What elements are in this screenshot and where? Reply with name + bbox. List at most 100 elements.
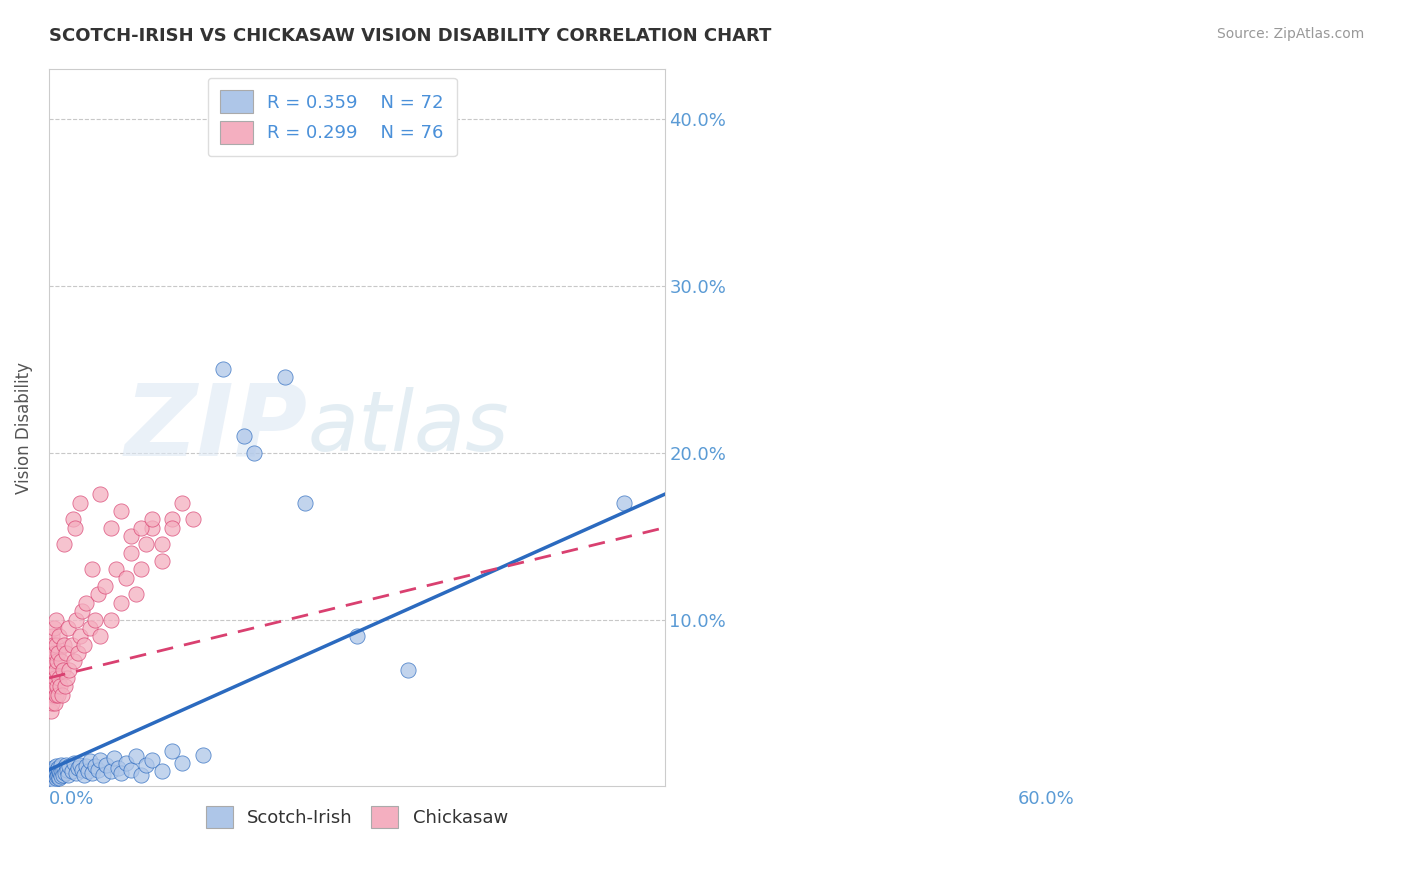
Point bbox=[212, 362, 235, 376]
Point bbox=[73, 638, 96, 652]
Point bbox=[48, 771, 70, 785]
Text: 0.0%: 0.0% bbox=[49, 790, 94, 808]
Point bbox=[41, 646, 63, 660]
Point bbox=[51, 769, 73, 783]
Point bbox=[232, 429, 254, 443]
Point bbox=[52, 663, 75, 677]
Point bbox=[135, 537, 157, 551]
Point bbox=[62, 654, 84, 668]
Point bbox=[69, 757, 91, 772]
Point bbox=[58, 621, 80, 635]
Point bbox=[120, 529, 142, 543]
Point bbox=[53, 537, 76, 551]
Point bbox=[69, 629, 91, 643]
Point bbox=[131, 768, 153, 782]
Point bbox=[100, 521, 122, 535]
Point bbox=[115, 571, 138, 585]
Point bbox=[56, 671, 79, 685]
Point bbox=[56, 763, 79, 777]
Point bbox=[75, 759, 97, 773]
Point bbox=[125, 749, 148, 764]
Point bbox=[39, 774, 62, 789]
Point bbox=[96, 757, 118, 772]
Point bbox=[53, 638, 76, 652]
Point bbox=[87, 763, 110, 777]
Point bbox=[89, 487, 111, 501]
Point bbox=[44, 696, 66, 710]
Point bbox=[41, 769, 63, 783]
Point bbox=[80, 766, 103, 780]
Point bbox=[41, 696, 63, 710]
Point bbox=[45, 759, 67, 773]
Point bbox=[45, 613, 67, 627]
Text: 60.0%: 60.0% bbox=[1018, 790, 1076, 808]
Point bbox=[42, 766, 65, 780]
Point bbox=[41, 679, 63, 693]
Point bbox=[42, 772, 65, 787]
Point bbox=[44, 764, 66, 779]
Point bbox=[60, 638, 83, 652]
Point bbox=[42, 638, 65, 652]
Point bbox=[70, 604, 93, 618]
Point bbox=[612, 495, 634, 509]
Point bbox=[51, 757, 73, 772]
Point bbox=[60, 764, 83, 779]
Point bbox=[39, 768, 62, 782]
Point bbox=[41, 629, 63, 643]
Point bbox=[104, 562, 127, 576]
Point bbox=[55, 679, 77, 693]
Point bbox=[66, 761, 89, 775]
Point bbox=[75, 596, 97, 610]
Point bbox=[62, 756, 84, 770]
Point bbox=[150, 537, 173, 551]
Point bbox=[53, 761, 76, 775]
Point bbox=[77, 764, 100, 779]
Point bbox=[39, 654, 62, 668]
Point bbox=[51, 688, 73, 702]
Point bbox=[172, 495, 194, 509]
Point bbox=[49, 766, 72, 780]
Point bbox=[42, 771, 65, 785]
Point bbox=[110, 766, 132, 780]
Point bbox=[42, 654, 65, 668]
Point bbox=[160, 512, 183, 526]
Point bbox=[52, 768, 75, 782]
Point bbox=[172, 756, 194, 770]
Point bbox=[294, 495, 316, 509]
Point bbox=[141, 512, 163, 526]
Point bbox=[42, 621, 65, 635]
Point bbox=[42, 688, 65, 702]
Point bbox=[80, 562, 103, 576]
Point bbox=[107, 761, 129, 775]
Point bbox=[150, 764, 173, 779]
Point bbox=[131, 521, 153, 535]
Point bbox=[93, 768, 115, 782]
Point bbox=[65, 766, 87, 780]
Point bbox=[41, 764, 63, 779]
Point bbox=[46, 763, 69, 777]
Point bbox=[44, 769, 66, 783]
Point bbox=[120, 763, 142, 777]
Point bbox=[100, 764, 122, 779]
Text: ZIP: ZIP bbox=[125, 379, 308, 476]
Point bbox=[55, 646, 77, 660]
Point bbox=[55, 766, 77, 780]
Point bbox=[103, 751, 125, 765]
Point bbox=[346, 629, 368, 643]
Point bbox=[160, 521, 183, 535]
Point bbox=[42, 663, 65, 677]
Point bbox=[46, 769, 69, 783]
Point bbox=[70, 763, 93, 777]
Point bbox=[79, 755, 101, 769]
Point bbox=[150, 554, 173, 568]
Text: Source: ZipAtlas.com: Source: ZipAtlas.com bbox=[1216, 27, 1364, 41]
Point bbox=[41, 772, 63, 787]
Point bbox=[73, 768, 96, 782]
Point bbox=[46, 646, 69, 660]
Point bbox=[51, 764, 73, 779]
Point bbox=[62, 512, 84, 526]
Point bbox=[181, 512, 204, 526]
Point bbox=[39, 671, 62, 685]
Point bbox=[125, 587, 148, 601]
Point bbox=[94, 579, 117, 593]
